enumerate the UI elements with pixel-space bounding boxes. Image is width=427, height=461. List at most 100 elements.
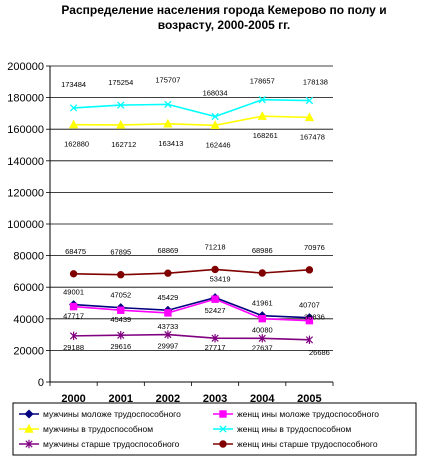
y-tick-label: 0 (38, 377, 44, 389)
chart-title-line-1: Распределение населения города Кемерово … (61, 3, 386, 17)
legend-entry-label: мужчины моложе трудоспособного (43, 409, 181, 419)
data-label: 168261 (253, 131, 278, 140)
data-label: 67895 (110, 248, 131, 257)
data-point (258, 96, 266, 104)
data-point (257, 111, 267, 120)
data-label: 167478 (300, 132, 325, 141)
data-point (211, 334, 219, 343)
data-point (68, 119, 79, 129)
data-label: 27717 (205, 343, 226, 352)
data-point (164, 100, 172, 109)
data-point (210, 120, 220, 130)
x-tick-label: 2004 (250, 393, 275, 405)
data-point (164, 269, 172, 277)
data-label: 26686 (309, 348, 330, 357)
legend-entry-label: мужчины старше трудоспособного (43, 439, 180, 449)
legend-swatch-marker (219, 410, 227, 418)
data-point (164, 309, 172, 317)
y-tick-label: 120000 (7, 187, 44, 199)
legend: мужчины моложе трудоспособного женщ ины м… (12, 402, 417, 456)
data-label: 162712 (111, 140, 136, 149)
chart-title-line-2: возрасту, 2000-2005 гг. (158, 18, 291, 32)
data-point (163, 118, 173, 128)
data-point (211, 295, 219, 303)
series-line (73, 296, 310, 319)
data-point (117, 306, 125, 314)
data-point (211, 265, 219, 274)
data-point (258, 269, 266, 277)
data-label: 53419 (210, 275, 231, 284)
legend-entry-label: женщ ины старше трудоспособного (237, 439, 378, 449)
series-line (73, 268, 310, 276)
series-line (73, 115, 310, 127)
data-point (117, 271, 125, 279)
data-point (258, 334, 266, 343)
legend-entry-label: мужчины в трудоспособном (43, 424, 153, 434)
data-label: 175707 (155, 75, 180, 84)
data-point (117, 101, 125, 109)
legend-swatch-marker (219, 440, 227, 448)
data-label: 49001 (63, 288, 84, 297)
data-label: 45429 (157, 293, 178, 302)
legend-swatch-marker (24, 423, 34, 433)
y-tick-label: 100000 (7, 219, 44, 231)
data-label: 178657 (250, 77, 275, 86)
data-point (305, 335, 314, 345)
y-tick-label: 160000 (7, 124, 44, 136)
data-label: 163413 (158, 139, 183, 148)
data-point (69, 302, 78, 311)
legend-entry-label: женщ ины в трудоспособном (237, 424, 351, 434)
data-label: 41961 (252, 299, 273, 308)
data-point (305, 96, 314, 105)
data-point (69, 331, 78, 341)
plot-area: 0 20000 40000 60000 80000 100000 120000 140000 1… (7, 61, 334, 405)
data-point (69, 104, 78, 112)
data-point (258, 314, 266, 323)
series-line (73, 333, 310, 341)
data-point (211, 112, 219, 121)
y-tick-label: 140000 (7, 156, 44, 168)
x-tick-label: 2002 (156, 393, 180, 405)
data-label: 29188 (63, 343, 84, 352)
data-label: 68869 (157, 246, 178, 255)
series-line (73, 98, 310, 118)
data-label: 162880 (64, 140, 89, 149)
y-tick-label: 180000 (7, 93, 44, 105)
data-point (305, 316, 314, 325)
data-point (164, 330, 172, 339)
series-line (73, 298, 310, 322)
y-tick-label: 40000 (13, 314, 44, 326)
data-label: 178138 (303, 78, 328, 87)
legend-swatch-marker (219, 425, 227, 433)
legend-swatch-marker (24, 409, 34, 419)
data-label: 29997 (157, 342, 178, 351)
data-label: 40707 (299, 301, 320, 310)
data-label: 162446 (206, 140, 231, 149)
data-label: 175254 (108, 78, 133, 87)
data-point (116, 119, 126, 129)
x-tick-label: 2001 (109, 393, 133, 405)
data-label: 38836 (304, 313, 325, 322)
data-label: 71218 (205, 242, 226, 251)
data-label: 173484 (61, 80, 86, 89)
data-label: 45439 (110, 315, 131, 324)
y-tick-label: 80000 (13, 251, 44, 263)
legend-swatch-marker (25, 439, 33, 449)
data-point (69, 270, 78, 278)
y-tick-label: 200000 (7, 61, 44, 73)
data-label: 27637 (252, 343, 273, 352)
data-label: 68986 (252, 246, 273, 255)
x-tick-label: 2003 (203, 393, 227, 405)
data-label: 68475 (65, 247, 86, 256)
data-label: 43733 (157, 322, 178, 331)
x-tick-label: 2005 (297, 393, 321, 405)
data-label: 29616 (110, 342, 131, 351)
data-label: 70976 (304, 243, 325, 252)
data-point (304, 112, 315, 122)
data-label: 47052 (110, 291, 131, 300)
legend-entry-label: женщ ины моложе трудоспособного (237, 409, 379, 419)
y-tick-label: 20000 (13, 345, 44, 357)
x-tick-label: 2000 (61, 393, 85, 405)
data-label: 40080 (252, 326, 273, 335)
